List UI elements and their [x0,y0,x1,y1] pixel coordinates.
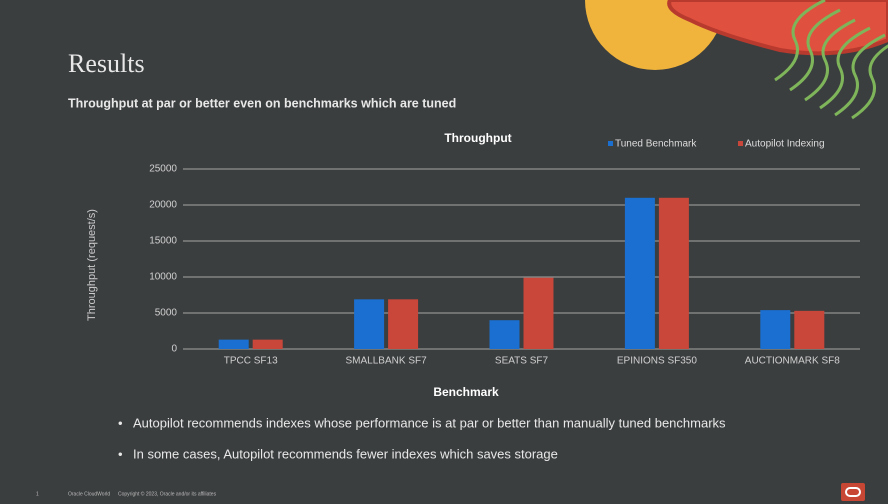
slide-title: Results [68,49,145,78]
y-tick-label: 20000 [149,200,177,211]
bullet: In some cases, Autopilot recommends fewe… [133,446,558,461]
bar [354,299,385,349]
x-tick-label: SEATS SF7 [495,356,549,367]
bar [489,320,520,349]
chart-title: Throughput [444,131,511,145]
bar [624,197,655,349]
bar [252,339,283,349]
decor-stripes [774,0,888,120]
bar [218,339,249,349]
bullet-marker: • [118,415,123,430]
oracle-logo-mark [845,487,861,497]
legend-label: Tuned Benchmark [615,139,697,150]
legend-swatch [738,141,743,146]
bar [523,277,554,349]
bar [794,310,825,349]
page-number: 1 [36,491,39,497]
legend-swatch [608,141,613,146]
x-axis-label: Benchmark [433,385,499,399]
footer-event: Oracle CloudWorld [68,491,110,497]
x-tick-label: SMALLBANK SF7 [346,356,428,367]
footer-copyright: Copyright © 2023, Oracle and/or its affi… [118,490,217,497]
bar [658,197,689,349]
bullet: Autopilot recommends indexes whose perfo… [133,415,726,430]
x-tick-label: EPINIONS SF350 [617,356,697,367]
x-tick-label: AUCTIONMARK SF8 [745,356,840,367]
y-axis-label: Throughput (request/s) [86,209,98,321]
oracle-logo [841,483,865,501]
slide-subtitle: Throughput at par or better even on benc… [68,96,456,110]
x-tick-label: TPCC SF13 [224,356,278,367]
y-tick-label: 5000 [155,308,178,319]
legend-label: Autopilot Indexing [745,139,825,150]
y-tick-label: 0 [171,344,177,355]
y-tick-label: 10000 [149,272,177,283]
bar [388,299,419,349]
y-tick-label: 25000 [149,164,177,175]
bullet-marker: • [118,446,123,461]
y-tick-label: 15000 [149,236,177,247]
bar [760,310,791,349]
